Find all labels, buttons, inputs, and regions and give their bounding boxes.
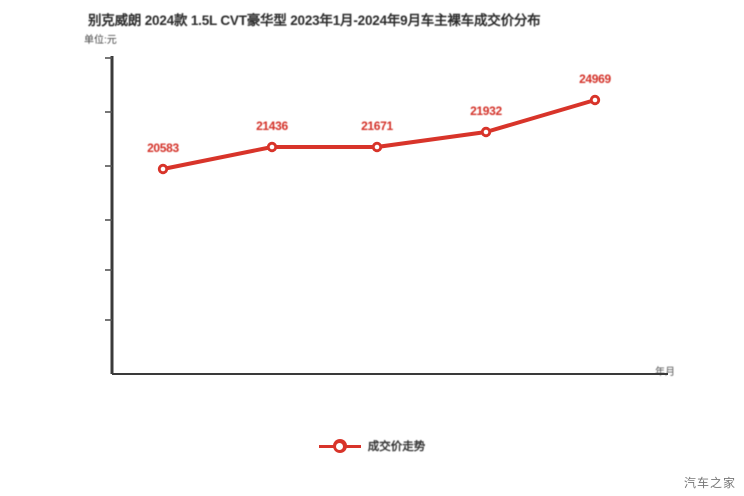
data-point-marker-core-1 (160, 166, 166, 172)
chart-legend[interactable]: 成交价走势 (0, 438, 744, 454)
data-series-line (161, 98, 597, 171)
x-axis-unit-label: 年月 (655, 367, 675, 378)
legend-item-label: 成交价走势 (367, 441, 426, 453)
data-point-label-5: 24969 (579, 72, 611, 86)
legend-line-marker-icon (318, 438, 361, 454)
y-axis-ticks (105, 57, 112, 321)
data-point-marker-core-2 (269, 144, 275, 150)
data-point-label-2: 21436 (256, 119, 288, 133)
data-point-marker-core-5 (592, 97, 598, 103)
y-axis-unit-label: 单位:元 (84, 35, 117, 46)
data-point-label-3: 21671 (361, 119, 393, 133)
data-point-label-4: 21932 (470, 104, 502, 118)
data-point-markers[interactable] (157, 94, 601, 175)
data-point-marker-core-3 (374, 144, 380, 150)
page-title: 别克威朗 2024款 1.5L CVT豪华型 2023年1月-2024年9月车主… (88, 13, 541, 28)
data-point-marker-core-4 (483, 129, 489, 135)
watermark: 汽车之家 (683, 476, 736, 490)
data-point-label-1: 20583 (147, 141, 179, 155)
